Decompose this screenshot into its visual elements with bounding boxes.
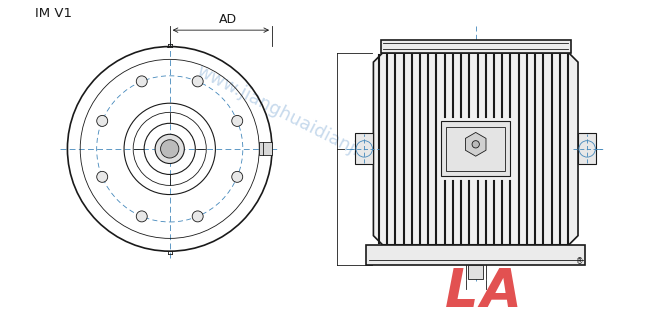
Polygon shape — [465, 132, 486, 156]
Text: ®: ® — [576, 257, 584, 266]
Text: IM V1: IM V1 — [36, 7, 72, 20]
Circle shape — [192, 211, 203, 222]
Bar — [469, 265, 483, 279]
Bar — [441, 121, 510, 176]
Bar — [259, 142, 272, 155]
Text: AD: AD — [219, 13, 237, 25]
Circle shape — [97, 115, 108, 126]
Text: L: L — [445, 266, 479, 318]
Circle shape — [472, 141, 479, 148]
Circle shape — [232, 171, 242, 182]
Circle shape — [192, 76, 203, 87]
Circle shape — [161, 140, 179, 158]
Circle shape — [97, 171, 108, 182]
Circle shape — [232, 115, 242, 126]
Circle shape — [136, 76, 148, 87]
Bar — [366, 245, 585, 265]
Polygon shape — [373, 53, 578, 245]
Circle shape — [136, 211, 148, 222]
Bar — [355, 133, 373, 164]
Circle shape — [155, 134, 185, 163]
Text: www.jianghuaidianji.com: www.jianghuaidianji.com — [193, 62, 402, 181]
Polygon shape — [381, 40, 571, 53]
Bar — [578, 133, 596, 164]
Bar — [447, 127, 505, 171]
Text: A: A — [481, 266, 522, 318]
